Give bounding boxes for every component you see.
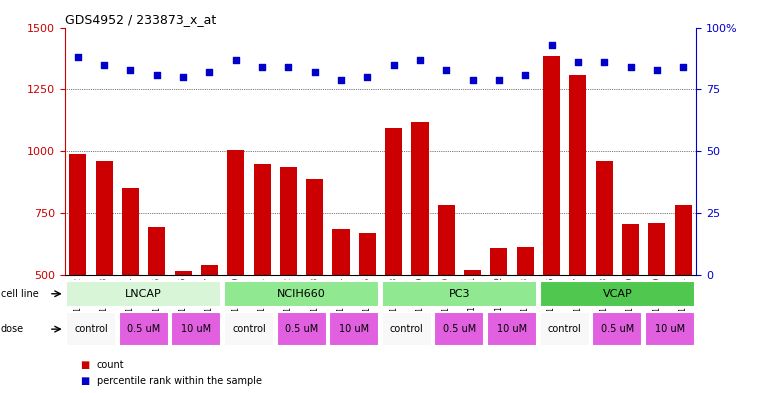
Bar [592, 312, 642, 346]
Text: 10 uM: 10 uM [497, 324, 527, 334]
Bar [201, 265, 218, 393]
Point [466, 76, 479, 83]
Point [625, 64, 637, 70]
Point [335, 76, 347, 83]
Text: NCIH660: NCIH660 [277, 289, 326, 299]
Bar [622, 224, 639, 393]
Point [387, 61, 400, 68]
Bar [66, 281, 221, 307]
Bar [276, 312, 326, 346]
Bar [119, 312, 169, 346]
Bar [224, 312, 274, 346]
Text: 10 uM: 10 uM [339, 324, 369, 334]
Bar [645, 312, 695, 346]
Point [519, 72, 531, 78]
Bar [174, 272, 192, 393]
Text: control: control [548, 324, 581, 334]
Bar [333, 229, 349, 393]
Bar [330, 312, 379, 346]
Point [124, 66, 136, 73]
Point [203, 69, 215, 75]
Bar [148, 227, 165, 393]
Bar [569, 75, 587, 393]
Text: cell line: cell line [1, 289, 39, 299]
Bar [382, 312, 431, 346]
Bar [228, 150, 244, 393]
Point [440, 66, 452, 73]
Point [282, 64, 295, 70]
Bar [517, 247, 533, 393]
Point [72, 54, 84, 61]
Text: 0.5 uM: 0.5 uM [443, 324, 476, 334]
Point [309, 69, 321, 75]
Point [177, 74, 189, 80]
Bar [674, 204, 692, 393]
Point [151, 72, 163, 78]
Point [230, 57, 242, 63]
Point [493, 76, 505, 83]
Text: LNCAP: LNCAP [126, 289, 162, 299]
Text: count: count [97, 360, 124, 371]
Text: dose: dose [1, 324, 24, 334]
Bar [540, 312, 590, 346]
Bar [412, 121, 428, 393]
Bar [490, 248, 508, 393]
Point [677, 64, 689, 70]
Text: PC3: PC3 [449, 289, 470, 299]
Bar [224, 281, 379, 307]
Point [414, 57, 426, 63]
Point [572, 59, 584, 65]
Bar [122, 188, 139, 393]
Bar [280, 167, 297, 393]
Text: ■: ■ [80, 376, 89, 386]
Text: control: control [390, 324, 424, 334]
Text: 10 uM: 10 uM [181, 324, 212, 334]
Point [598, 59, 610, 65]
Bar [306, 178, 323, 393]
Bar [253, 163, 271, 393]
Text: control: control [232, 324, 266, 334]
Text: GDS4952 / 233873_x_at: GDS4952 / 233873_x_at [65, 13, 216, 26]
Bar [96, 161, 113, 393]
Text: 0.5 uM: 0.5 uM [285, 324, 318, 334]
Text: 0.5 uM: 0.5 uM [127, 324, 161, 334]
Bar [171, 312, 221, 346]
Bar [540, 281, 695, 307]
Point [651, 66, 663, 73]
Bar [69, 154, 87, 393]
Bar [358, 233, 376, 393]
Point [361, 74, 374, 80]
Bar [385, 128, 403, 393]
Bar [648, 223, 665, 393]
Text: control: control [74, 324, 108, 334]
Bar [438, 204, 455, 393]
Bar [464, 270, 481, 393]
Point [546, 42, 558, 48]
Bar [66, 312, 116, 346]
Bar [435, 312, 485, 346]
Text: 0.5 uM: 0.5 uM [600, 324, 634, 334]
Text: 10 uM: 10 uM [655, 324, 685, 334]
Bar [382, 281, 537, 307]
Text: percentile rank within the sample: percentile rank within the sample [97, 376, 262, 386]
Point [256, 64, 268, 70]
Bar [487, 312, 537, 346]
Bar [596, 161, 613, 393]
Point [98, 61, 110, 68]
Bar [543, 56, 560, 393]
Text: VCAP: VCAP [603, 289, 632, 299]
Text: ■: ■ [80, 360, 89, 371]
